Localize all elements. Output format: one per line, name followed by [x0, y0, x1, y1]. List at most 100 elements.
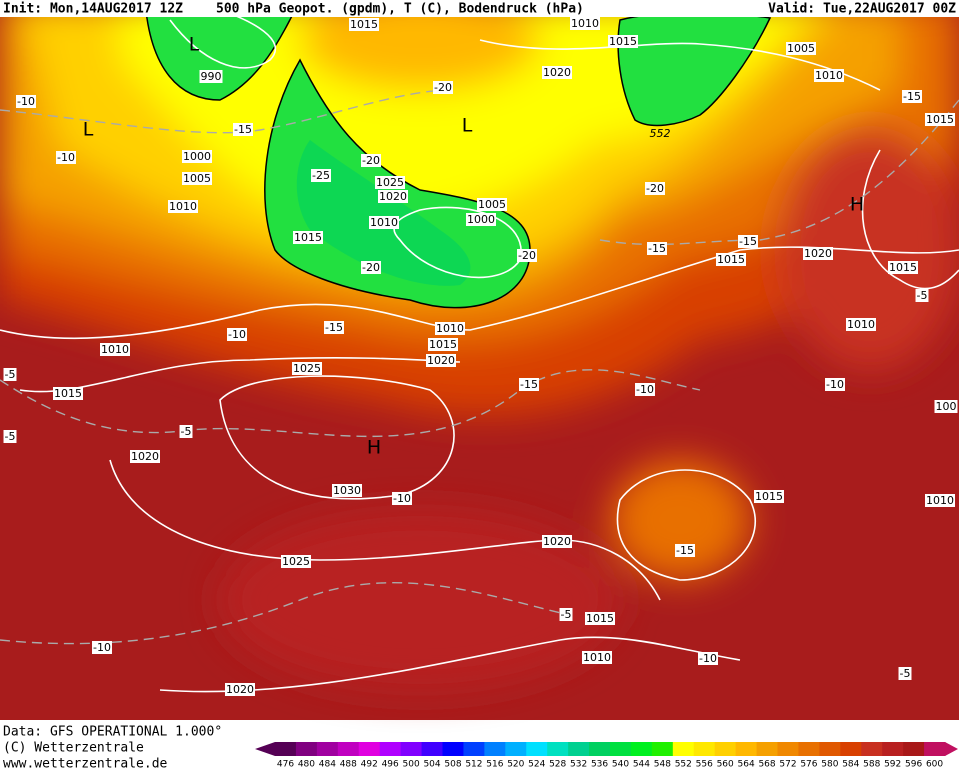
colorbar-label: 560: [717, 760, 734, 770]
colorbar-label: 524: [528, 760, 545, 770]
colorbar-label: 476: [277, 760, 294, 770]
isobar-label: 1015: [926, 113, 954, 126]
map-title: 500 hPa Geopot. (gpdm), T (C), Bodendruc…: [216, 2, 584, 17]
isobar-label: 1000: [467, 213, 495, 226]
temperature-label-box: [179, 425, 193, 438]
isobar-label: 1005: [183, 172, 211, 185]
temperature-label-box: [92, 641, 112, 654]
isobar-label: 1010: [101, 343, 129, 356]
isobar-label-box: [292, 362, 322, 375]
pressure-center: L: [83, 119, 94, 141]
colorbar-cell: [505, 742, 527, 756]
isobar-label-box: [585, 612, 615, 625]
isobar-label: 1025: [293, 362, 321, 375]
isobar-label: 100: [936, 400, 957, 413]
temperature-label-box: [433, 81, 453, 94]
colorbar-cell: [421, 742, 443, 756]
isobar-label-box: [199, 70, 223, 83]
isobar-label-box: [369, 216, 399, 229]
colorbar-cell: [672, 742, 695, 756]
temperature-label-box: [3, 368, 17, 381]
isobar-label-box: [934, 400, 958, 413]
isobar-label: 1020: [543, 535, 571, 548]
isobar-label-box: [786, 42, 816, 55]
colorbar-cell: [861, 742, 883, 756]
isobar-label: 1030: [333, 484, 361, 497]
colorbar-label: 480: [298, 760, 315, 770]
isobar-label: 1025: [376, 176, 404, 189]
isobar-label-box: [754, 490, 784, 503]
contours: [0, 9, 959, 693]
colorbar-label: 592: [884, 760, 901, 770]
colorbar-label: 496: [382, 760, 399, 770]
isobar-label: 1015: [350, 18, 378, 31]
isobar-label: 1010: [370, 216, 398, 229]
temperature-label-box: [898, 667, 912, 680]
isobar-label: 1010: [847, 318, 875, 331]
isobar-label: 1000: [183, 150, 211, 163]
colorbar-label: 536: [591, 760, 608, 770]
isobar-label-box: [925, 113, 955, 126]
data-source: Data: GFS OPERATIONAL 1.000°: [3, 725, 222, 740]
isobar-label-box: [53, 387, 83, 400]
colorbar-cell: [882, 742, 904, 756]
colorbar-cell: [275, 742, 297, 756]
colorbar-label: 488: [340, 760, 357, 770]
colorbar-cell: [651, 742, 674, 756]
isobar-label-box: [570, 17, 600, 30]
colorbar-label: 568: [758, 760, 775, 770]
colorbar-cell: [777, 742, 799, 756]
temperature-label-box: [675, 544, 695, 557]
isobar-label-box: [888, 261, 918, 274]
temperature-label-box: [324, 321, 344, 334]
isobar-label: 1010: [169, 200, 197, 213]
temperature-label: -20: [362, 154, 380, 167]
temperature-label-box: [233, 123, 253, 136]
temperature-label-box: [361, 261, 381, 274]
isobar-label-box: [168, 200, 198, 213]
colorbar-label: 532: [570, 760, 587, 770]
temperature-label: -10: [93, 641, 111, 654]
colorbar-label: 520: [507, 760, 524, 770]
colorbar-label: 576: [800, 760, 817, 770]
colorbar-cell: [379, 742, 402, 756]
temperature-label-box: [559, 608, 573, 621]
isobar-label: 1020: [543, 66, 571, 79]
pressure-center: L: [462, 115, 473, 137]
colorbar-label: 584: [842, 760, 859, 770]
temperature-label: -10: [57, 151, 75, 164]
temperature-label-box: [56, 151, 76, 164]
temperature-label: -10: [17, 95, 35, 108]
isobar-label-box: [925, 494, 955, 507]
colorbar-label: 500: [403, 760, 420, 770]
temperature-label-box: [902, 90, 922, 103]
pressure-center: H: [367, 437, 381, 459]
temperature-label: -15: [648, 242, 666, 255]
isobar-label-box: [100, 343, 130, 356]
temperature-label: -15: [739, 235, 757, 248]
colorbar-cell: [735, 742, 758, 756]
isobar-label-box: [182, 172, 212, 185]
isobar-label-box: [814, 69, 844, 82]
temperature-label: -5: [917, 289, 928, 302]
isobar-label-box: [281, 555, 311, 568]
isobar-label: 1015: [609, 35, 637, 48]
pressure-center: H: [850, 194, 864, 216]
isobar-label-box: [542, 535, 572, 548]
isobar-label: 1025: [282, 555, 310, 568]
isobar-label: 1015: [755, 490, 783, 503]
map-labels: 1015 1010 1015 1005 1010 1020 990 1000 1005 1010 1…: [3, 17, 958, 696]
isobar-label-box: [608, 35, 638, 48]
colorbar-label: 540: [612, 760, 629, 770]
temperature-label-box: [227, 328, 247, 341]
temperature-label-box: [16, 95, 36, 108]
isobar-label: 1010: [926, 494, 954, 507]
pressure-center: L: [189, 34, 200, 56]
colorbar-end-arrow: [945, 742, 958, 756]
temperature-label-box: [635, 383, 655, 396]
colorbar-cell: [840, 742, 862, 756]
colorbar-cell: [400, 742, 423, 756]
temperature-label: -5: [5, 368, 16, 381]
colorbar-start-arrow: [255, 742, 275, 756]
